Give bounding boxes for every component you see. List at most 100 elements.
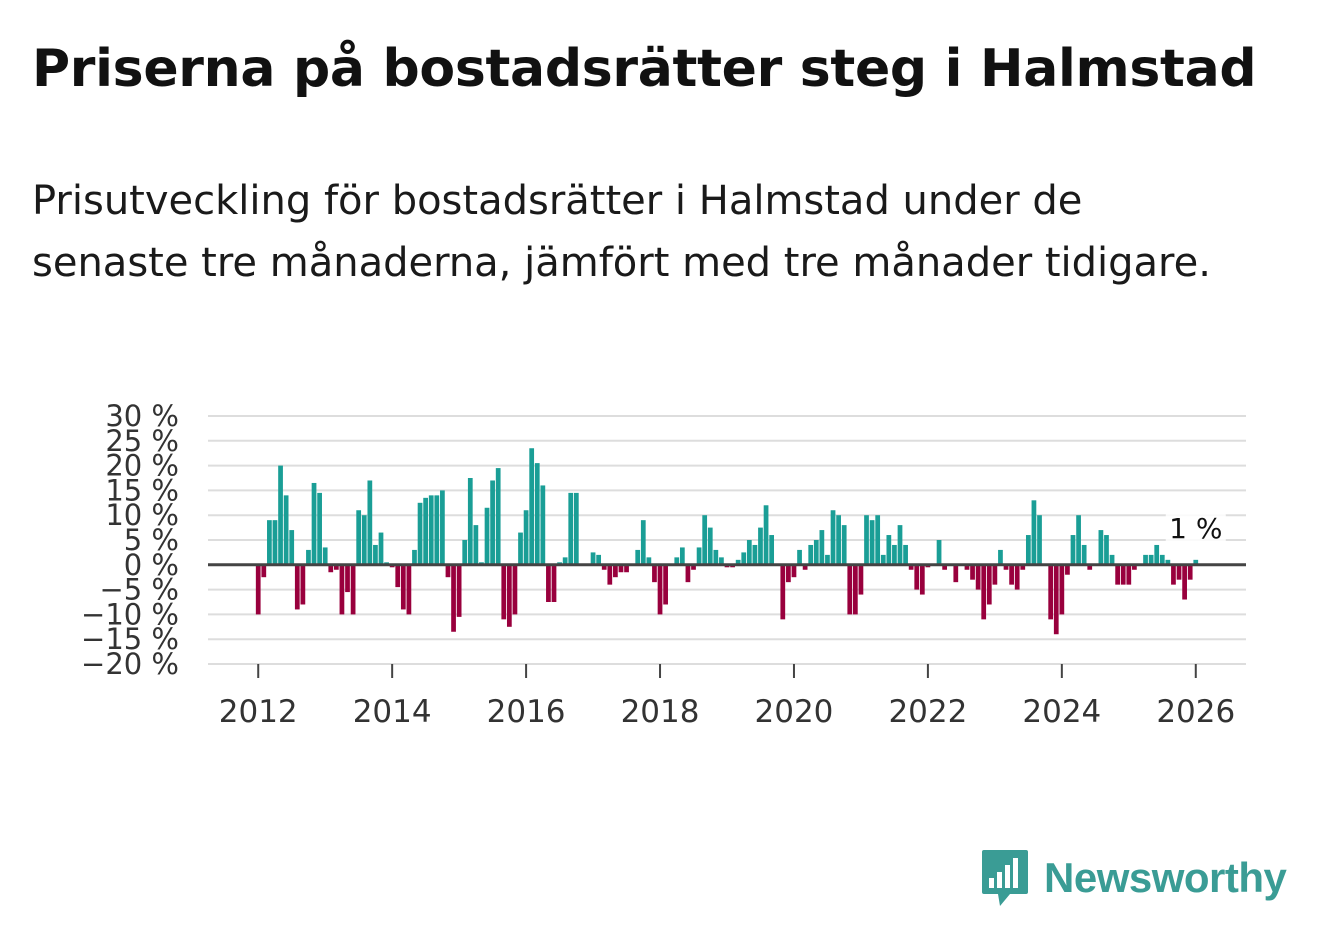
bar [434, 495, 440, 565]
bar [1171, 564, 1176, 585]
bar [289, 530, 295, 565]
bar [506, 564, 512, 627]
bar [1120, 564, 1126, 585]
bar-chart: 30 %25 %20 %15 %10 %5 %0 %−5 %−10 %−15 %… [81, 399, 1246, 730]
bar [1065, 564, 1070, 575]
bar [534, 463, 540, 565]
bar [886, 535, 892, 565]
x-tick-label: 2016 [487, 694, 566, 730]
bar [546, 564, 551, 602]
bar [746, 540, 752, 565]
bar [646, 557, 652, 565]
bar [306, 549, 311, 565]
bar [836, 515, 841, 565]
bar [518, 532, 523, 565]
bar [613, 564, 618, 578]
bar [428, 495, 434, 565]
y-tick-label: 15 % [105, 473, 179, 507]
bar [350, 564, 356, 615]
y-axis-ticks: 30 %25 %20 %15 %10 %5 %0 %−5 %−10 %−15 %… [81, 399, 179, 681]
bar [1025, 535, 1031, 565]
bar [758, 527, 763, 565]
bar [1159, 554, 1165, 565]
bar [864, 515, 869, 565]
bar [1148, 554, 1154, 565]
bar [540, 485, 546, 565]
y-tick-label: 5 % [124, 523, 179, 557]
bar [590, 552, 596, 565]
x-tick-label: 2014 [353, 694, 432, 730]
bar [936, 540, 942, 565]
bar [970, 564, 975, 580]
bar [1126, 564, 1132, 585]
bar [412, 549, 417, 565]
bar [1132, 564, 1137, 570]
bar [1109, 554, 1115, 565]
bar [1053, 564, 1059, 635]
bar [400, 564, 406, 610]
bar [791, 564, 797, 578]
bar [512, 564, 518, 615]
bar [361, 515, 367, 565]
bar [1182, 564, 1187, 600]
bar [875, 515, 881, 565]
bar [691, 564, 696, 570]
bar [657, 564, 663, 615]
x-tick-label: 2022 [888, 694, 967, 730]
bar [495, 468, 501, 565]
bar [802, 564, 808, 570]
bar [964, 564, 970, 570]
bar [523, 510, 529, 565]
bar [573, 492, 579, 565]
bar [825, 554, 830, 565]
bar [261, 564, 267, 578]
bar [551, 564, 557, 602]
bar [356, 510, 362, 565]
bar [395, 564, 401, 588]
bar [278, 465, 283, 565]
bar [1009, 564, 1014, 585]
bar [267, 520, 272, 565]
bar [1048, 564, 1054, 620]
bar [255, 564, 261, 615]
bar [624, 564, 629, 573]
bar [423, 497, 429, 565]
bar [1087, 564, 1093, 570]
bar [953, 564, 959, 583]
bar [797, 549, 802, 565]
bar [635, 549, 641, 565]
x-axis-ticks: 2012 2014 2016 2018 2020 2022 2024 2026 [219, 664, 1235, 730]
y-tick-label: 30 % [105, 399, 179, 433]
bar [981, 564, 987, 620]
bar [735, 559, 741, 565]
annotations: 1 % [1165, 510, 1226, 545]
bar [378, 532, 384, 565]
x-tick-label: 2026 [1156, 694, 1235, 730]
bar [685, 564, 691, 583]
bar [713, 549, 719, 565]
bar [456, 564, 462, 617]
bar [562, 557, 568, 565]
x-tick-label: 2024 [1022, 694, 1101, 730]
bar [445, 564, 451, 578]
y-tick-label: 25 % [105, 424, 179, 458]
bar [1014, 564, 1020, 590]
bar [300, 564, 306, 605]
bar [880, 554, 886, 565]
y-tick-label: 0 % [124, 548, 179, 582]
bar [942, 564, 948, 570]
bar [908, 564, 914, 570]
bar-chart-speech-bubble-icon [982, 850, 1028, 906]
chart-title: Priserna på bostadsrätter steg i Halmsta… [32, 39, 1257, 99]
bar [367, 480, 373, 565]
bar [1003, 564, 1009, 570]
bar [1098, 530, 1104, 565]
y-tick-label: 20 % [105, 449, 179, 483]
bar [869, 520, 875, 565]
bar [339, 564, 345, 615]
bar [892, 544, 897, 565]
bar [1070, 535, 1076, 565]
bar [998, 549, 1003, 565]
bar [741, 552, 747, 565]
bar [1076, 515, 1081, 565]
